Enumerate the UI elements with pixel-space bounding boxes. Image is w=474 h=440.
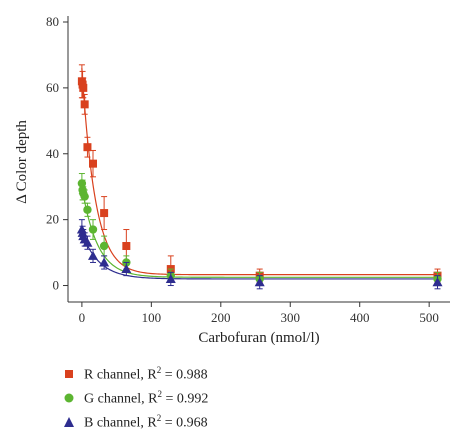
- data-point: [77, 179, 87, 188]
- circle-marker-icon: [62, 391, 76, 405]
- triangle-marker-icon: [62, 415, 76, 429]
- data-point: [100, 209, 109, 218]
- y-tick-label: 0: [53, 278, 60, 293]
- data-point: [121, 264, 132, 274]
- data-point: [122, 242, 131, 250]
- y-tick-label: 60: [46, 80, 59, 95]
- x-axis-label: Carbofuran (nmol/l): [198, 330, 319, 346]
- data-point: [88, 250, 99, 260]
- data-marks: [76, 64, 443, 290]
- square-marker-icon: [62, 367, 76, 381]
- axes: 0 20 40 60 80 0 100 200 300 400 500: [46, 14, 450, 325]
- data-point: [254, 277, 265, 287]
- x-tick-label: 500: [419, 310, 439, 325]
- data-point: [88, 225, 98, 234]
- data-point: [80, 100, 89, 109]
- y-tick-label: 20: [46, 212, 59, 227]
- y-tick-label: 80: [46, 14, 59, 29]
- x-tick-label: 400: [350, 310, 370, 325]
- legend: R channel, R2 = 0.988 G channel, R2 = 0.…: [62, 362, 362, 434]
- x-tick-label: 0: [79, 310, 86, 325]
- data-point: [165, 273, 176, 283]
- legend-label-g: G channel, R2 = 0.992: [84, 388, 209, 407]
- data-point: [79, 83, 88, 92]
- x-tick-label: 300: [281, 310, 301, 325]
- data-point: [99, 241, 109, 251]
- legend-label-b: B channel, R2 = 0.968: [84, 412, 208, 431]
- data-point: [83, 205, 92, 214]
- legend-item-r: R channel, R2 = 0.988: [62, 362, 362, 386]
- legend-label-r: R channel, R2 = 0.988: [84, 364, 208, 383]
- x-tick-label: 200: [211, 310, 231, 325]
- fit-curves: [81, 68, 438, 280]
- y-axis-label: Δ Color depth: [14, 120, 30, 204]
- data-point: [80, 192, 89, 201]
- data-point: [99, 257, 110, 267]
- data-point: [432, 277, 443, 287]
- data-point: [83, 143, 92, 152]
- legend-item-g: G channel, R2 = 0.992: [62, 386, 362, 410]
- legend-item-b: B channel, R2 = 0.968: [62, 410, 362, 434]
- fit-curve: [81, 68, 438, 276]
- chart: 0 20 40 60 80 0 100 200 300 400 500 Carbofuran (nm…: [14, 14, 450, 346]
- data-point: [89, 159, 98, 168]
- y-tick-label: 40: [46, 146, 59, 161]
- data-point: [82, 237, 93, 247]
- x-tick-label: 100: [142, 310, 162, 325]
- fit-curve: [81, 186, 438, 278]
